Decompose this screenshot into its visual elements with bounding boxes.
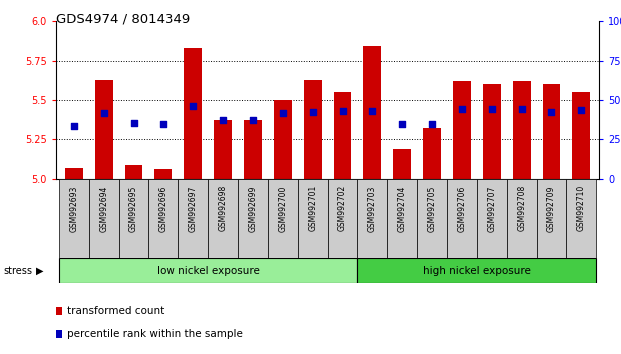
Point <box>487 106 497 112</box>
Text: GSM992696: GSM992696 <box>159 185 168 232</box>
Bar <box>358 258 596 283</box>
Bar <box>358 179 388 258</box>
Bar <box>566 179 596 258</box>
Bar <box>178 179 208 258</box>
Bar <box>184 48 202 179</box>
Text: GSM992695: GSM992695 <box>129 185 138 232</box>
Bar <box>119 179 148 258</box>
Bar <box>155 169 172 179</box>
Bar <box>274 100 292 179</box>
Text: transformed count: transformed count <box>67 306 165 316</box>
Bar <box>125 165 142 179</box>
Bar <box>483 84 501 179</box>
Bar <box>214 120 232 179</box>
Bar <box>417 179 447 258</box>
Bar <box>573 92 591 179</box>
Text: GSM992698: GSM992698 <box>219 185 227 232</box>
Point <box>158 121 168 127</box>
Text: high nickel exposure: high nickel exposure <box>423 266 531 276</box>
Point <box>248 117 258 122</box>
Bar <box>59 258 358 283</box>
Text: stress: stress <box>3 266 32 276</box>
Point <box>218 117 228 122</box>
Bar <box>59 179 89 258</box>
Point <box>517 106 527 112</box>
Point <box>338 108 348 114</box>
Text: GSM992710: GSM992710 <box>577 185 586 232</box>
Bar <box>65 168 83 179</box>
Point <box>397 121 407 127</box>
Text: GSM992702: GSM992702 <box>338 185 347 232</box>
Text: GSM992708: GSM992708 <box>517 185 526 232</box>
Point <box>576 107 586 113</box>
Point <box>427 121 437 127</box>
Bar <box>507 179 537 258</box>
Bar <box>94 80 112 179</box>
Bar <box>447 179 477 258</box>
Bar <box>148 179 178 258</box>
Text: GSM992699: GSM992699 <box>248 185 258 232</box>
Bar <box>244 120 262 179</box>
Bar <box>363 46 381 179</box>
Point <box>129 120 138 126</box>
Bar <box>423 129 441 179</box>
Text: GSM992701: GSM992701 <box>308 185 317 232</box>
Bar <box>328 179 358 258</box>
Text: GSM992694: GSM992694 <box>99 185 108 232</box>
Bar <box>89 179 119 258</box>
Bar <box>333 92 351 179</box>
Bar <box>477 179 507 258</box>
Point <box>457 106 467 112</box>
Bar <box>453 81 471 179</box>
Text: GSM992700: GSM992700 <box>278 185 288 232</box>
Text: GSM992704: GSM992704 <box>397 185 407 232</box>
Text: ▶: ▶ <box>36 266 43 276</box>
Text: GSM992709: GSM992709 <box>547 185 556 232</box>
Point <box>188 103 198 109</box>
Bar <box>513 81 530 179</box>
Text: GSM992707: GSM992707 <box>487 185 496 232</box>
Point <box>368 108 378 114</box>
Text: GSM992693: GSM992693 <box>70 185 78 232</box>
Bar <box>268 179 297 258</box>
Text: low nickel exposure: low nickel exposure <box>156 266 260 276</box>
Bar <box>537 179 566 258</box>
Point <box>278 110 288 116</box>
Text: GSM992703: GSM992703 <box>368 185 377 232</box>
Bar <box>238 179 268 258</box>
Bar <box>304 80 322 179</box>
Text: GSM992697: GSM992697 <box>189 185 197 232</box>
Text: GSM992706: GSM992706 <box>458 185 466 232</box>
Bar <box>297 179 327 258</box>
Point <box>69 123 79 129</box>
Text: GSM992705: GSM992705 <box>428 185 437 232</box>
Bar <box>393 149 411 179</box>
Text: GDS4974 / 8014349: GDS4974 / 8014349 <box>56 12 190 25</box>
Text: percentile rank within the sample: percentile rank within the sample <box>67 329 243 339</box>
Bar <box>388 179 417 258</box>
Bar <box>543 84 560 179</box>
Point <box>546 109 556 115</box>
Point <box>307 109 317 115</box>
Point <box>99 110 109 115</box>
Bar <box>208 179 238 258</box>
